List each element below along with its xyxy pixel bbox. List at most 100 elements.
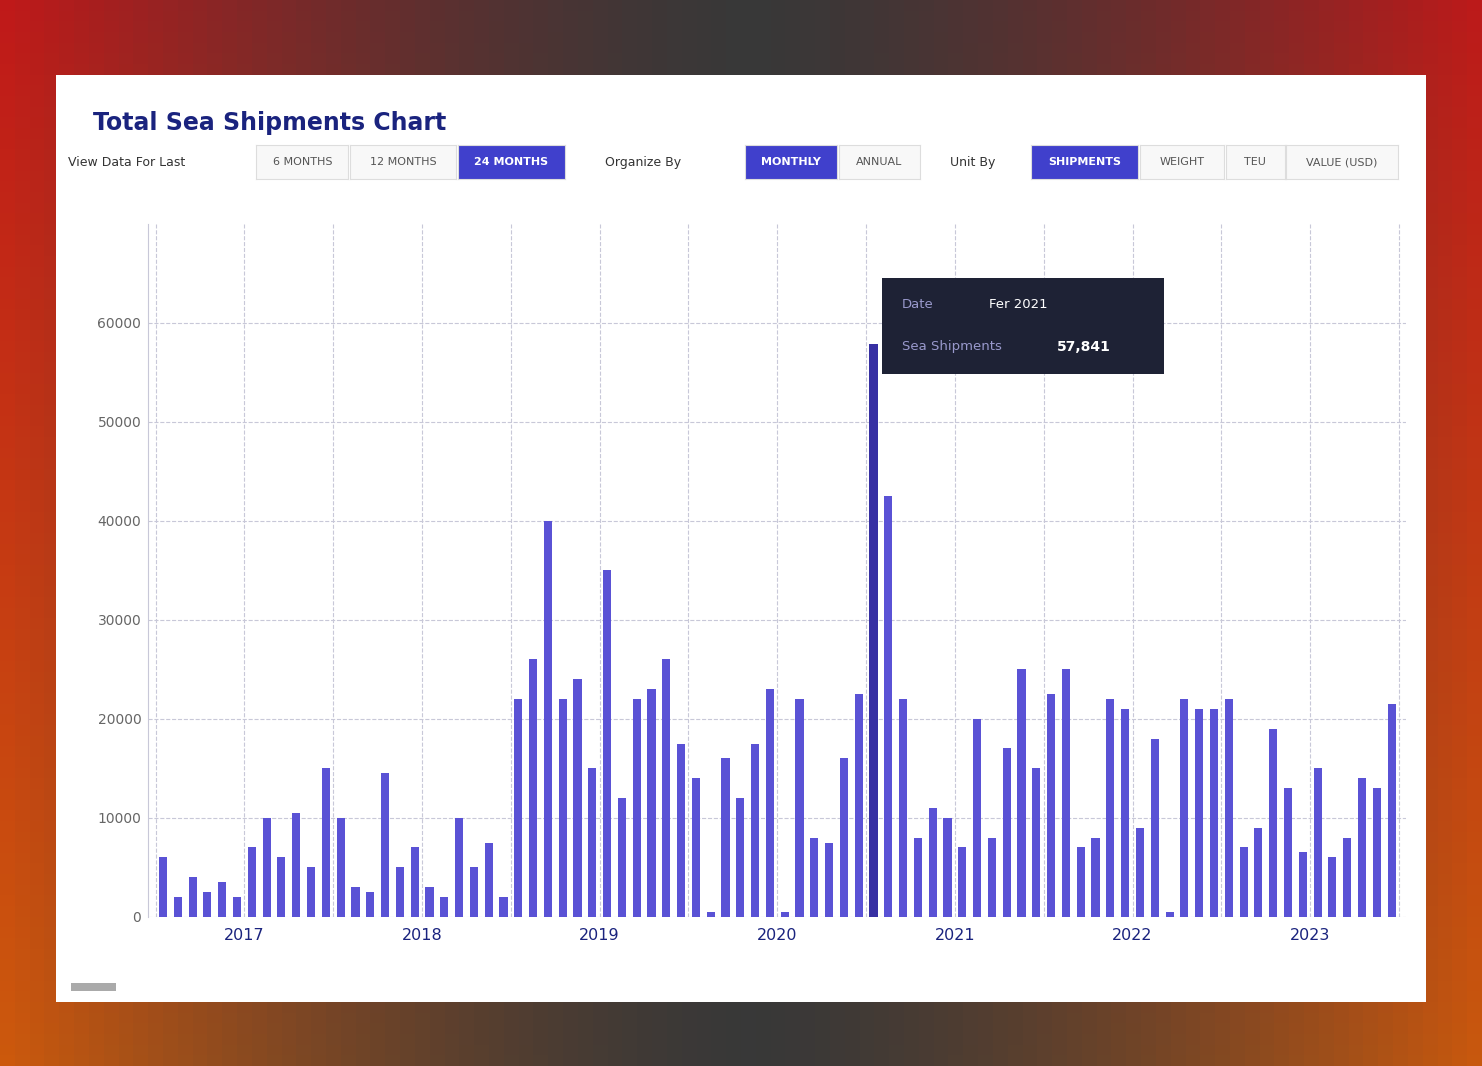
Bar bbox=[1165, 911, 1174, 917]
Bar bbox=[722, 758, 729, 917]
Bar bbox=[633, 699, 640, 917]
Bar bbox=[1033, 769, 1040, 917]
Bar bbox=[440, 897, 449, 917]
Bar bbox=[1120, 709, 1129, 917]
Bar bbox=[544, 521, 551, 917]
Bar bbox=[218, 883, 227, 917]
Bar bbox=[707, 911, 714, 917]
Bar bbox=[425, 887, 434, 917]
Bar bbox=[1313, 769, 1322, 917]
Bar bbox=[751, 744, 759, 917]
Bar bbox=[1092, 838, 1100, 917]
Bar bbox=[336, 818, 345, 917]
Bar bbox=[1328, 857, 1337, 917]
Bar bbox=[796, 699, 803, 917]
Bar bbox=[233, 897, 242, 917]
Bar bbox=[470, 868, 477, 917]
Bar bbox=[885, 496, 892, 917]
Bar bbox=[559, 699, 566, 917]
Bar bbox=[529, 660, 536, 917]
Bar bbox=[1106, 699, 1114, 917]
Bar bbox=[366, 892, 375, 917]
Text: Sea Shipments: Sea Shipments bbox=[901, 340, 1002, 354]
Bar bbox=[855, 694, 863, 917]
Text: Organize By: Organize By bbox=[605, 156, 680, 168]
Text: Total Sea Shipments Chart: Total Sea Shipments Chart bbox=[93, 111, 446, 134]
Bar bbox=[677, 744, 685, 917]
Bar bbox=[1254, 827, 1263, 917]
Bar bbox=[1239, 847, 1248, 917]
Bar bbox=[322, 769, 330, 917]
Bar bbox=[159, 857, 167, 917]
Text: 6 MONTHS: 6 MONTHS bbox=[273, 157, 332, 167]
Text: SHIPMENTS: SHIPMENTS bbox=[1048, 157, 1122, 167]
Text: 57,841: 57,841 bbox=[1057, 340, 1110, 354]
Bar bbox=[840, 758, 848, 917]
Bar bbox=[737, 798, 744, 917]
Text: Fer 2021: Fer 2021 bbox=[988, 298, 1048, 311]
Bar bbox=[247, 847, 256, 917]
Text: Date: Date bbox=[901, 298, 934, 311]
Text: 12 MONTHS: 12 MONTHS bbox=[370, 157, 436, 167]
Bar bbox=[455, 818, 462, 917]
Bar bbox=[692, 778, 700, 917]
Bar bbox=[1135, 827, 1144, 917]
Bar bbox=[603, 570, 611, 917]
Bar bbox=[618, 798, 625, 917]
Bar bbox=[411, 847, 419, 917]
Text: Unit By: Unit By bbox=[950, 156, 996, 168]
Bar bbox=[900, 699, 907, 917]
Bar bbox=[1063, 669, 1070, 917]
Bar bbox=[381, 773, 390, 917]
Text: ANNUAL: ANNUAL bbox=[857, 157, 903, 167]
Bar bbox=[1003, 748, 1011, 917]
Bar bbox=[1298, 853, 1307, 917]
Bar bbox=[262, 818, 271, 917]
Bar bbox=[277, 857, 286, 917]
Bar bbox=[188, 877, 197, 917]
Bar bbox=[1018, 669, 1026, 917]
Bar bbox=[1224, 699, 1233, 917]
Bar bbox=[1048, 694, 1055, 917]
Bar bbox=[825, 842, 833, 917]
Bar bbox=[662, 660, 670, 917]
Bar bbox=[1283, 788, 1292, 917]
Bar bbox=[959, 847, 966, 917]
Bar bbox=[944, 818, 951, 917]
Bar bbox=[514, 699, 522, 917]
Text: MONTHLY: MONTHLY bbox=[762, 157, 821, 167]
Bar bbox=[929, 808, 937, 917]
Text: View Data For Last: View Data For Last bbox=[68, 156, 185, 168]
Bar bbox=[1372, 788, 1381, 917]
Bar bbox=[203, 892, 212, 917]
Bar bbox=[351, 887, 360, 917]
Bar bbox=[1194, 709, 1203, 917]
Text: 24 MONTHS: 24 MONTHS bbox=[474, 157, 548, 167]
Bar bbox=[1343, 838, 1352, 917]
Text: VALUE (USD): VALUE (USD) bbox=[1306, 157, 1378, 167]
Bar bbox=[988, 838, 996, 917]
Bar bbox=[1150, 739, 1159, 917]
Bar bbox=[292, 812, 301, 917]
Bar bbox=[1269, 729, 1277, 917]
Bar bbox=[574, 679, 581, 917]
Bar bbox=[1180, 699, 1189, 917]
Bar bbox=[766, 689, 774, 917]
Bar bbox=[499, 897, 507, 917]
Bar bbox=[811, 838, 818, 917]
Text: WEIGHT: WEIGHT bbox=[1159, 157, 1205, 167]
Bar bbox=[173, 897, 182, 917]
Bar bbox=[1358, 778, 1366, 917]
Bar bbox=[588, 769, 596, 917]
Bar bbox=[781, 911, 788, 917]
Bar bbox=[1209, 709, 1218, 917]
Bar bbox=[870, 344, 877, 917]
Bar bbox=[974, 718, 981, 917]
Text: TEU: TEU bbox=[1245, 157, 1266, 167]
Bar bbox=[485, 842, 492, 917]
Bar bbox=[307, 868, 316, 917]
Bar bbox=[1387, 704, 1396, 917]
Bar bbox=[648, 689, 655, 917]
Bar bbox=[396, 868, 405, 917]
Bar bbox=[1077, 847, 1085, 917]
